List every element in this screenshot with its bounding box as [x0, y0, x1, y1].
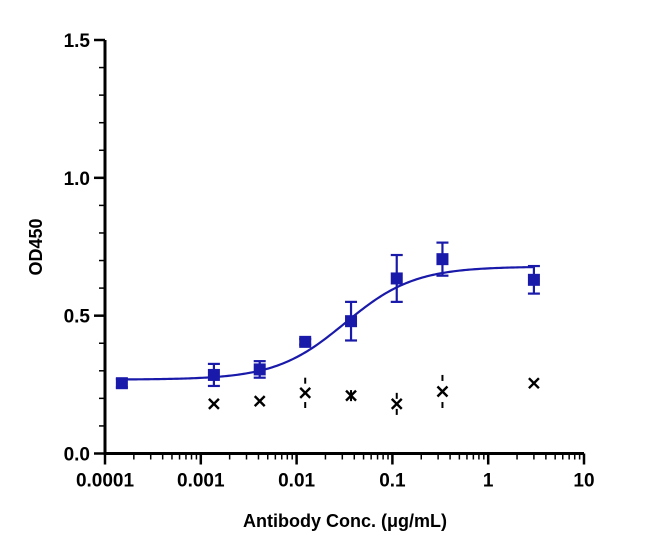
data-point-x-stroke — [253, 395, 266, 407]
data-point-square — [207, 368, 220, 381]
data-point-x-stroke — [528, 377, 540, 390]
x-axis-title: Antibody Conc. (μg/mL) — [243, 511, 447, 531]
x-tick-label: 10 — [573, 471, 594, 492]
series-control — [208, 374, 540, 415]
data-point-x-stroke — [208, 398, 220, 410]
plot-area: 0.0 0.5 1.0 1.5 0.0001 0.001 0.01 0.1 1 10 — [64, 31, 595, 492]
data-point-square — [345, 315, 358, 328]
x-tick-label: 0.1 — [379, 471, 406, 492]
data-point-x-stroke — [345, 389, 357, 402]
data-point-square — [115, 377, 128, 390]
y-ticks: 0.0 0.5 1.0 1.5 — [64, 31, 105, 466]
y-tick-label: 1.5 — [64, 31, 91, 52]
y-tick-label: 1.0 — [64, 169, 90, 190]
fit-curve — [121, 265, 534, 381]
data-point-x-stroke — [299, 387, 312, 399]
data-point-square — [436, 253, 449, 266]
x-tick-label: 1 — [483, 471, 494, 492]
data-point-square — [299, 335, 312, 348]
x-tick-label: 0.001 — [177, 471, 225, 492]
data-point-square — [390, 272, 403, 285]
data-point-x-stroke — [390, 398, 403, 410]
x-ticks: 0.0001 0.001 0.01 0.1 1 10 — [76, 453, 595, 492]
series-antibody — [115, 241, 540, 390]
series-layer — [115, 241, 540, 415]
y-tick-label: 0.5 — [64, 307, 91, 328]
y-tick-label: 0.0 — [64, 445, 90, 466]
data-point-x-stroke — [436, 385, 449, 398]
data-point-square — [527, 273, 540, 286]
x-tick-label: 0.0001 — [76, 471, 135, 492]
data-point-square — [253, 363, 266, 376]
y-axis-title: OD450 — [26, 218, 46, 275]
x-tick-label: 0.01 — [278, 471, 315, 492]
